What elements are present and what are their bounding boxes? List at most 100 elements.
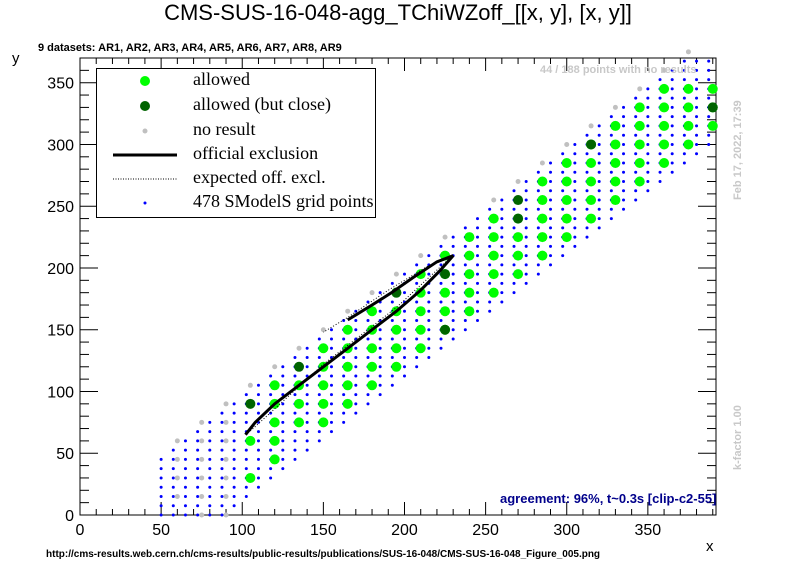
- grid-point: [183, 494, 187, 498]
- allowed-point: [269, 380, 280, 391]
- grid-point: [695, 78, 699, 82]
- allowed-point: [464, 269, 475, 280]
- grid-point: [256, 393, 260, 397]
- grid-point: [670, 115, 674, 119]
- grid-point: [707, 133, 711, 137]
- grid-point: [220, 448, 224, 452]
- grid-point: [670, 142, 674, 146]
- grid-point: [451, 272, 455, 276]
- grid-point: [378, 346, 382, 350]
- legend-label-grid: 478 SModelS grid points: [193, 191, 374, 211]
- grid-point: [220, 504, 224, 508]
- grid-point: [622, 189, 626, 193]
- grid-point: [366, 318, 370, 322]
- grid-point: [463, 328, 467, 332]
- grid-point: [573, 189, 577, 193]
- allowed-point: [537, 232, 548, 243]
- grid-point: [695, 142, 699, 146]
- allowed-point: [561, 195, 572, 206]
- grid-point: [415, 281, 419, 285]
- grid-point: [427, 356, 431, 360]
- noresult-point: [491, 197, 497, 203]
- noresult-point: [515, 179, 521, 185]
- grid-point: [476, 235, 479, 239]
- grid-point: [366, 393, 370, 397]
- grid-point: [512, 207, 516, 211]
- grid-point: [561, 189, 565, 193]
- grid-point: [402, 291, 406, 295]
- allowed-point: [561, 213, 572, 224]
- noresult-point: [612, 104, 618, 110]
- grid-point: [658, 96, 662, 100]
- grid-point: [670, 161, 674, 165]
- grid-point: [220, 411, 224, 415]
- allowed-point: [464, 250, 475, 261]
- grid-point: [585, 170, 589, 174]
- grid-point: [536, 226, 540, 230]
- grid-point: [269, 448, 273, 452]
- x-tick-label: 350: [635, 522, 662, 539]
- grid-point: [682, 115, 686, 119]
- grid-point: [524, 244, 528, 248]
- x-tick-label: 0: [76, 522, 85, 539]
- grid-point: [500, 263, 504, 267]
- grid-point: [500, 226, 504, 230]
- grid-point: [196, 494, 200, 498]
- noresult-point: [637, 86, 643, 92]
- legend-item-close: allowed (but close): [97, 94, 375, 119]
- chart-title: CMS-SUS-16-048-agg_TChiWZoff_[[x, y], [x…: [164, 0, 632, 25]
- grid-point: [281, 383, 285, 387]
- grid-point: [646, 96, 650, 100]
- grid-point: [524, 272, 528, 276]
- grid-point: [463, 281, 467, 285]
- grid-point: [415, 365, 419, 369]
- grid-point: [524, 217, 528, 221]
- grid-point: [329, 411, 333, 415]
- allowed-point: [269, 435, 280, 446]
- noresult-point: [223, 438, 229, 444]
- grid-point: [658, 180, 662, 184]
- grid-point: [585, 226, 589, 230]
- grid-point: [597, 152, 601, 156]
- grid-point: [549, 180, 553, 184]
- grid-point: [707, 68, 711, 72]
- allowed-point: [318, 417, 329, 428]
- grid-point: [281, 439, 285, 443]
- grid-point: [208, 485, 212, 489]
- allowed-point: [269, 417, 280, 428]
- grid-point: [378, 383, 382, 387]
- grid-point: [488, 207, 492, 211]
- grid-point: [682, 59, 686, 63]
- allowed-point: [561, 157, 572, 168]
- agreement-note: agreement: 96%, t~0.3s [clip-c2-55]: [500, 491, 716, 506]
- allowed-point: [513, 269, 524, 280]
- grid-point: [695, 133, 699, 137]
- grid-point: [329, 337, 333, 341]
- grid-point: [439, 281, 443, 285]
- grid-point: [244, 420, 248, 424]
- grid-point: [512, 226, 516, 230]
- grid-point: [317, 356, 321, 360]
- grid-point: [463, 318, 467, 322]
- grid-point: [171, 494, 175, 498]
- grid-point: [451, 337, 455, 341]
- grid-point: [171, 448, 175, 452]
- grid-point: [549, 198, 553, 202]
- grid-point: [269, 374, 273, 378]
- noresult-point: [199, 456, 205, 462]
- official-line-icon: [113, 153, 177, 157]
- grid-point: [476, 217, 479, 221]
- grid-point: [597, 161, 601, 165]
- grid-point: [378, 328, 382, 332]
- allowed-point: [391, 343, 402, 354]
- grid-point: [342, 356, 346, 360]
- grid-point: [524, 207, 528, 211]
- grid-point: [549, 235, 553, 239]
- grid-point: [609, 133, 613, 137]
- allowed-point: [342, 380, 353, 391]
- grid-point: [415, 300, 419, 304]
- grid-point: [232, 457, 236, 461]
- grid-point: [354, 309, 358, 313]
- grid-point: [585, 133, 589, 137]
